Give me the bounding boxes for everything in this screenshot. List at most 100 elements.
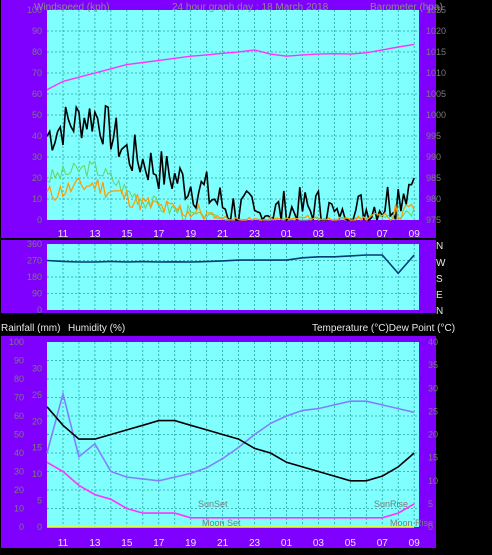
temperature-tick-label: 25 bbox=[428, 406, 438, 416]
hour-tick-label: 21 bbox=[217, 229, 229, 240]
hour-tick-label: 15 bbox=[121, 229, 133, 240]
humidity-tick-label: 0 bbox=[19, 522, 24, 532]
barometer-tick-label: 1015 bbox=[426, 47, 446, 57]
dewpoint-series-line bbox=[46, 461, 415, 519]
direction-tick-label: 270 bbox=[27, 256, 42, 266]
hour-tick-label: 07 bbox=[377, 538, 389, 549]
rain-tick-label: 25 bbox=[32, 390, 42, 400]
humidity-tick-label: 30 bbox=[14, 467, 24, 477]
wind-tick-label: 50 bbox=[32, 110, 42, 120]
hour-tick-label: 19 bbox=[185, 538, 197, 549]
barometer-tick-label: 1000 bbox=[426, 110, 446, 120]
temperature-tick-label: 30 bbox=[428, 383, 438, 393]
humidity-tick-label: 80 bbox=[14, 374, 24, 384]
humidity-tick-label: 70 bbox=[14, 393, 24, 403]
wind-tick-label: 60 bbox=[32, 89, 42, 99]
compass-e: E bbox=[436, 290, 443, 301]
hour-tick-label: 13 bbox=[89, 229, 101, 240]
humidity-tick-label: 60 bbox=[14, 411, 24, 421]
sunrise-label: SunRise bbox=[374, 499, 408, 509]
barometer-series-line bbox=[46, 43, 415, 91]
wind-tick-label: 90 bbox=[32, 26, 42, 36]
compass-n-top: N bbox=[436, 241, 443, 252]
temperature-series-line bbox=[46, 406, 415, 482]
hour-tick-label: 09 bbox=[409, 538, 421, 549]
rain-tick-label: 30 bbox=[32, 363, 42, 373]
average-wind-series-line bbox=[46, 176, 415, 221]
sunset-label: SunSet bbox=[198, 499, 228, 509]
compass-s: S bbox=[436, 274, 443, 285]
compass-w: W bbox=[436, 258, 446, 269]
temperature-tick-label: 35 bbox=[428, 360, 438, 370]
barometer-tick-label: 980 bbox=[426, 194, 441, 204]
humidity-series-line bbox=[46, 390, 415, 482]
graph-title: 24 hour graph day : 18 March 2018 bbox=[172, 2, 329, 13]
barometer-axis-title: Barometer (hpa) bbox=[370, 2, 443, 13]
direction-tick-label: 180 bbox=[27, 272, 42, 282]
rain-tick-label: 20 bbox=[32, 416, 42, 426]
rain-tick-label: 10 bbox=[32, 469, 42, 479]
hour-tick-label: 21 bbox=[217, 538, 229, 549]
temperature-axis-title: Temperature (°C)Dew Point (°C) bbox=[312, 323, 455, 334]
barometer-tick-label: 1020 bbox=[426, 26, 446, 36]
humidity-tick-label: 40 bbox=[14, 448, 24, 458]
wind-tick-label: 80 bbox=[32, 47, 42, 57]
barometer-tick-label: 1010 bbox=[426, 68, 446, 78]
wind-tick-label: 0 bbox=[37, 215, 42, 225]
humidity-tick-label: 90 bbox=[14, 356, 24, 366]
rain-tick-label: 15 bbox=[32, 443, 42, 453]
axis-ticks: 0102030405060708090100975980985990995100… bbox=[9, 5, 446, 549]
humidity-tick-label: 10 bbox=[14, 504, 24, 514]
hour-tick-label: 15 bbox=[121, 538, 133, 549]
wind-tick-label: 30 bbox=[32, 152, 42, 162]
wind-tick-label: 20 bbox=[32, 173, 42, 183]
humidity-tick-label: 100 bbox=[9, 337, 24, 347]
barometer-tick-label: 990 bbox=[426, 152, 441, 162]
temperature-tick-label: 15 bbox=[428, 453, 438, 463]
hour-tick-label: 17 bbox=[153, 229, 165, 240]
hour-tick-label: 05 bbox=[345, 229, 357, 240]
humidity-tick-label: 20 bbox=[14, 485, 24, 495]
wind-tick-label: 40 bbox=[32, 131, 42, 141]
hour-tick-label: 23 bbox=[249, 538, 261, 549]
rain-tick-label: 5 bbox=[37, 496, 42, 506]
moonrise-label: Moon Rise bbox=[390, 518, 433, 528]
wind-tick-label: 10 bbox=[32, 194, 42, 204]
moonset-label: Moon Set bbox=[202, 518, 241, 528]
rain-tick-label: 0 bbox=[37, 522, 42, 532]
direction-tick-label: 90 bbox=[32, 289, 42, 299]
wind-tick-label: 70 bbox=[32, 68, 42, 78]
barometer-tick-label: 1005 bbox=[426, 89, 446, 99]
hour-tick-label: 01 bbox=[281, 229, 293, 240]
compass-labels: N W S E N bbox=[436, 241, 446, 317]
hour-tick-label: 11 bbox=[58, 229, 69, 240]
hour-tick-label: 11 bbox=[58, 538, 69, 549]
hour-tick-label: 03 bbox=[313, 538, 325, 549]
hour-tick-label: 13 bbox=[89, 538, 101, 549]
direction-tick-label: 360 bbox=[27, 239, 42, 249]
temperature-tick-label: 5 bbox=[428, 499, 433, 509]
direction-series-line bbox=[46, 254, 415, 275]
hour-tick-label: 23 bbox=[249, 229, 261, 240]
barometer-tick-label: 985 bbox=[426, 173, 441, 183]
wind-axis-title: Windspeed (kph) bbox=[34, 2, 110, 13]
humidity-axis-title: Humidity (%) bbox=[68, 323, 125, 334]
temperature-tick-label: 0 bbox=[428, 522, 433, 532]
hour-tick-label: 07 bbox=[377, 229, 389, 240]
temperature-tick-label: 10 bbox=[428, 476, 438, 486]
hour-tick-label: 03 bbox=[313, 229, 325, 240]
temperature-tick-label: 40 bbox=[428, 337, 438, 347]
barometer-tick-label: 975 bbox=[426, 215, 441, 225]
hour-tick-label: 17 bbox=[153, 538, 165, 549]
rainfall-axis-title: Rainfall (mm) bbox=[1, 323, 60, 334]
hour-tick-label: 19 bbox=[185, 229, 197, 240]
direction-tick-label: 0 bbox=[37, 305, 42, 315]
wind-tick-label: 100 bbox=[27, 5, 42, 15]
temperature-tick-label: 20 bbox=[428, 430, 438, 440]
barometer-tick-label: 995 bbox=[426, 131, 441, 141]
hour-tick-label: 09 bbox=[409, 229, 421, 240]
humidity-tick-label: 50 bbox=[14, 430, 24, 440]
hour-tick-label: 05 bbox=[345, 538, 357, 549]
compass-n-bottom: N bbox=[436, 306, 443, 317]
